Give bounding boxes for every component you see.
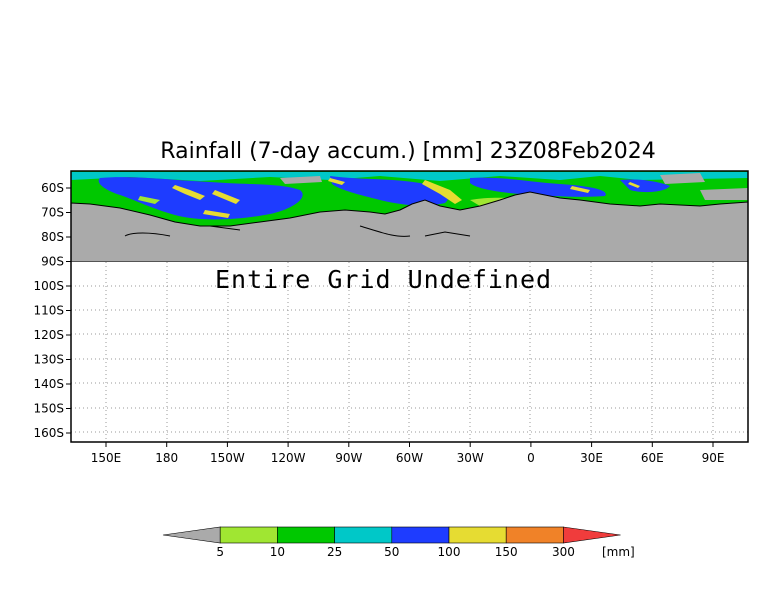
lat-tick-label: 150S bbox=[33, 402, 64, 416]
lon-tick-label: 150E bbox=[91, 451, 122, 465]
colorbar-threshold-label: 50 bbox=[384, 545, 399, 559]
lat-tick-label: 140S bbox=[33, 377, 64, 391]
longitude-ticks: 150E 180 150W 120W 90W 60W 30W 0 30E 60E 90E bbox=[91, 442, 725, 465]
colorbar: 5 10 25 50 100 150 300 bbox=[162, 526, 621, 559]
colorbar-threshold-label: 10 bbox=[270, 545, 285, 559]
colorbar-swatch bbox=[162, 526, 221, 544]
colorbar-threshold-label: 100 bbox=[438, 545, 461, 559]
gridlines bbox=[71, 262, 748, 442]
lon-tick-label: 120W bbox=[271, 451, 306, 465]
lat-tick-label: 80S bbox=[41, 230, 64, 244]
map-title: Rainfall (7-day accum.) [mm] 23Z08Feb202… bbox=[160, 139, 655, 164]
colorbar-unit: [mm] bbox=[602, 545, 635, 559]
lon-tick-label: 180 bbox=[155, 451, 178, 465]
coastline-detail bbox=[124, 225, 471, 237]
lat-tick-label: 70S bbox=[41, 206, 64, 220]
colorbar-swatch bbox=[219, 526, 278, 544]
lon-tick-label: 60W bbox=[396, 451, 423, 465]
colorbar-threshold-label: 300 bbox=[552, 545, 575, 559]
lon-tick-label: 150W bbox=[210, 451, 245, 465]
rain-field bbox=[71, 172, 748, 220]
lat-tick-label: 110S bbox=[33, 304, 64, 318]
lon-tick-label: 90E bbox=[702, 451, 725, 465]
lat-tick-label: 130S bbox=[33, 353, 64, 367]
colorbar-threshold-label: 5 bbox=[216, 545, 224, 559]
colorbar-swatch bbox=[505, 526, 564, 544]
colorbar-threshold-label: 25 bbox=[327, 545, 342, 559]
lat-tick-label: 90S bbox=[41, 255, 64, 269]
lat-tick-label: 60S bbox=[41, 181, 64, 195]
colorbar-swatch bbox=[277, 526, 335, 544]
colorbar-threshold-label: 150 bbox=[495, 545, 518, 559]
lon-tick-label: 30E bbox=[580, 451, 603, 465]
undefined-region bbox=[71, 262, 748, 442]
latitude-ticks: 60S 70S 80S 90S 100S 110S 120S 130S 140S 150S 160S bbox=[33, 181, 71, 440]
lon-tick-label: 0 bbox=[527, 451, 535, 465]
lat-tick-label: 100S bbox=[33, 279, 64, 293]
map-panel: Entire Grid Undefined bbox=[70, 170, 749, 443]
undefined-message: Entire Grid Undefined bbox=[215, 265, 552, 294]
colorbar-swatch bbox=[334, 526, 393, 544]
lat-tick-label: 120S bbox=[33, 328, 64, 342]
colorbar-swatch bbox=[391, 526, 450, 544]
colorbar-swatch bbox=[448, 526, 507, 544]
lat-tick-label: 160S bbox=[33, 426, 64, 440]
lon-tick-label: 90W bbox=[335, 451, 362, 465]
antarctica-landmass bbox=[70, 191, 749, 263]
colorbar-swatch bbox=[563, 526, 621, 544]
lon-tick-label: 60E bbox=[641, 451, 664, 465]
lon-tick-label: 30W bbox=[457, 451, 484, 465]
